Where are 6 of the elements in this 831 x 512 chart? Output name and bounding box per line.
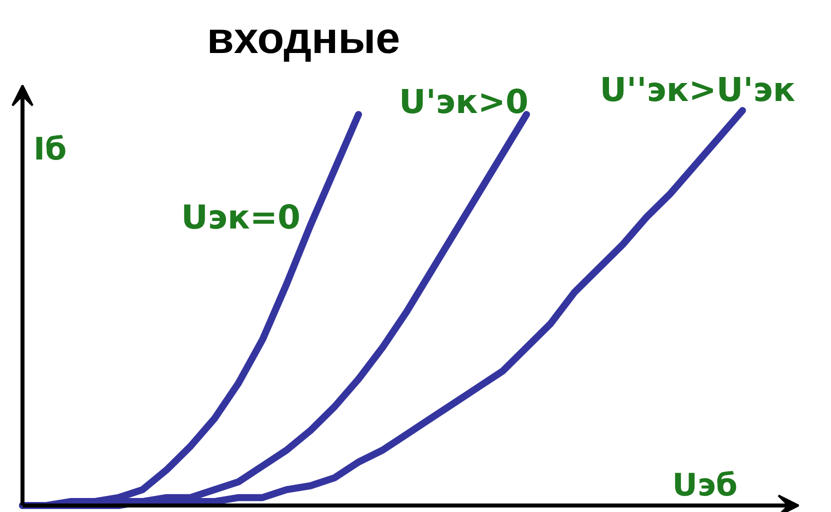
y-axis-title: Iб [34, 132, 67, 168]
x-axis-title: Uэб [672, 468, 738, 504]
chart-title: входные [206, 14, 400, 63]
series-label: U''эк>U'эк [600, 70, 796, 109]
series-label: Uэк=0 [181, 197, 301, 236]
series-label: U'эк>0 [399, 82, 529, 121]
